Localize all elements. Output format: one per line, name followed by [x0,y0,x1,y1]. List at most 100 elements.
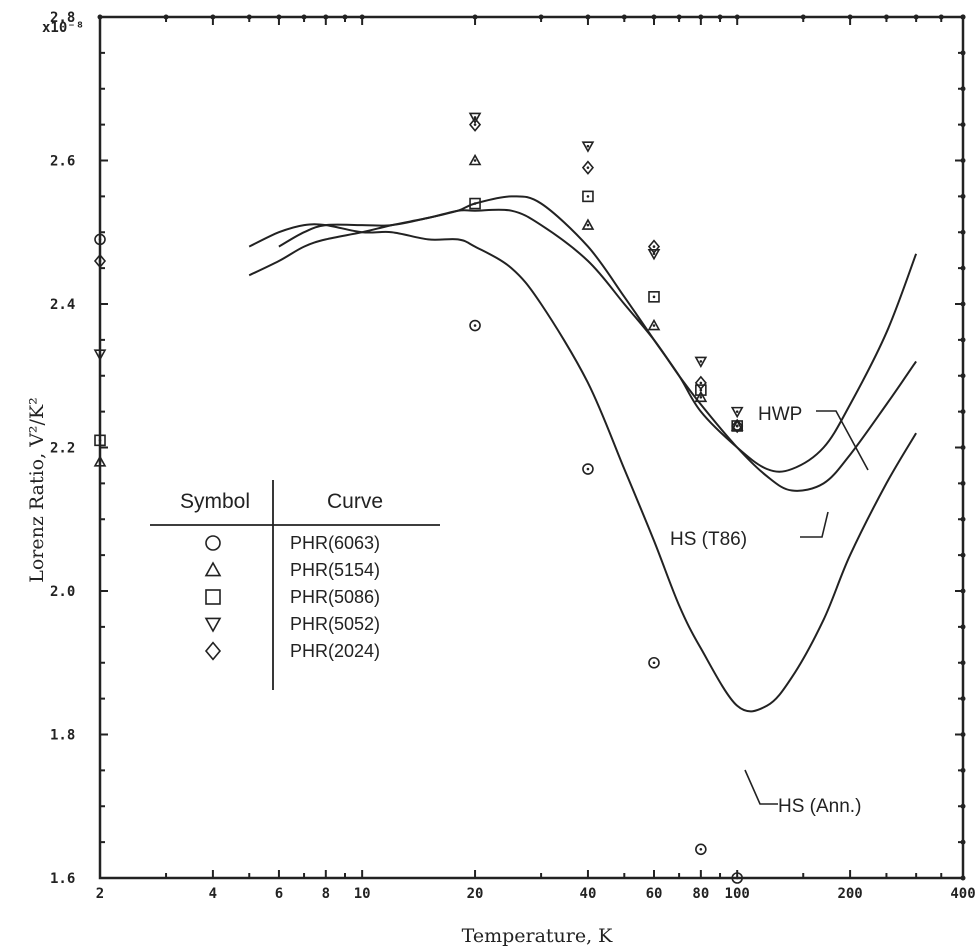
top-tick-dot [538,14,544,20]
x-tick-label: 2 [96,886,104,902]
point-diamond [581,160,594,175]
legend: Symbol Curve PHR(6063) PHR(5154) PHR(5086) PH… [150,480,440,690]
annotation-leader [816,410,869,471]
point-triangle-down [647,248,661,261]
top-tick-dot [938,14,944,20]
top-tick-dot [472,14,478,20]
point-center-dot [699,395,703,399]
right-tick-dot [960,839,966,845]
y-tick-label: 1.6 [50,871,75,887]
right-tick-dot [960,732,966,737]
point-triangle-down [93,349,107,361]
point-center-dot [473,202,477,205]
point-square [695,384,707,396]
axis-ticks: 2 4 6 8 10 20 40 60 80 100 200 400 1.6 1.8 2.0 2.2 2.4 2.… [50,10,976,902]
top-tick-dot [246,14,252,20]
legend-symbol-triangle-down [204,617,222,633]
top-tick-dot [651,14,657,20]
point-center-dot [699,381,703,385]
right-tick-dot [960,767,966,773]
point-triangle-up [93,455,107,467]
right-tick-dot [960,552,966,558]
point-center-dot [652,295,656,299]
x-tick-label: 80 [692,886,709,902]
point-center-dot [98,460,102,464]
x-tick-label: 6 [275,886,283,902]
annotation-leader [744,769,778,805]
point-square [469,197,481,210]
annotation-leader [800,511,829,538]
right-tick-dot [960,265,966,271]
right-tick-dot [960,373,966,379]
points-layer [93,112,744,884]
legend-entry: PHR(5086) [290,587,380,607]
point-center-dot [652,661,656,665]
right-tick-dot [960,445,966,450]
point-diamond [647,239,661,254]
top-tick-dot [698,14,704,20]
point-center-dot [98,238,102,241]
right-tick-dot [960,588,966,594]
point-triangle-up [730,419,744,431]
legend-symbol-square [205,589,221,605]
x-axis-title: Temperature, K [462,925,614,947]
x-tick-label: 100 [725,886,750,902]
point-center-dot [652,324,656,327]
point-diamond [469,117,482,132]
right-tick-dot [960,516,966,522]
point-circle [648,656,660,669]
point-center-dot [473,159,477,162]
legend-entry: PHR(5052) [290,614,380,634]
right-tick-dot [960,480,966,486]
right-tick-dot [960,696,966,702]
point-center-dot [586,195,590,198]
right-tick-dot [960,50,966,56]
y-axis-title: Lorenz Ratio, V²/K² [26,397,48,583]
point-center-dot [735,410,739,413]
point-center-dot [98,439,102,442]
point-triangle-down [468,112,482,125]
top-tick-dot [621,14,627,20]
point-center-dot [699,848,703,851]
point-circle [582,463,594,475]
right-tick-dot [960,229,966,235]
right-tick-dot [960,875,966,881]
point-triangle-up [647,318,661,331]
point-center-dot [473,123,477,126]
point-center-dot [586,467,590,471]
point-center-dot [586,166,590,169]
x-tick-label: 10 [354,886,371,902]
legend-symbol-circle [205,535,221,551]
point-triangle-down [730,406,744,419]
right-tick-dot [960,158,966,163]
point-center-dot [98,259,102,263]
legend-symbol-triangle-up [204,561,222,577]
top-tick-dot [676,14,682,20]
point-diamond [694,375,707,391]
top-tick-dot [717,14,723,20]
point-diamond [731,418,744,434]
point-square [582,190,594,203]
x-tick-label: 60 [646,886,663,902]
right-tick-dot [960,193,966,199]
y-tick-label: 1.8 [50,728,75,744]
plot-frame [98,15,965,880]
right-tick-dot [960,14,966,20]
top-tick-dot [800,14,806,20]
point-square [648,291,660,303]
point-diamond [93,253,107,269]
curve-hwp [278,195,918,473]
top-tick-dot [883,14,889,20]
right-tick-dot [960,803,966,809]
y-tick-label: 2.4 [50,297,75,313]
x-tick-label: 8 [322,886,330,902]
point-center-dot [735,876,739,880]
top-tick-dot [585,14,591,20]
x-tick-label: 40 [580,886,597,902]
legend-header-symbol: Symbol [180,490,250,513]
x-tick-label: 20 [467,886,484,902]
plot-border [98,15,965,880]
point-triangle-up [581,218,595,230]
top-tick-dot [847,14,853,20]
